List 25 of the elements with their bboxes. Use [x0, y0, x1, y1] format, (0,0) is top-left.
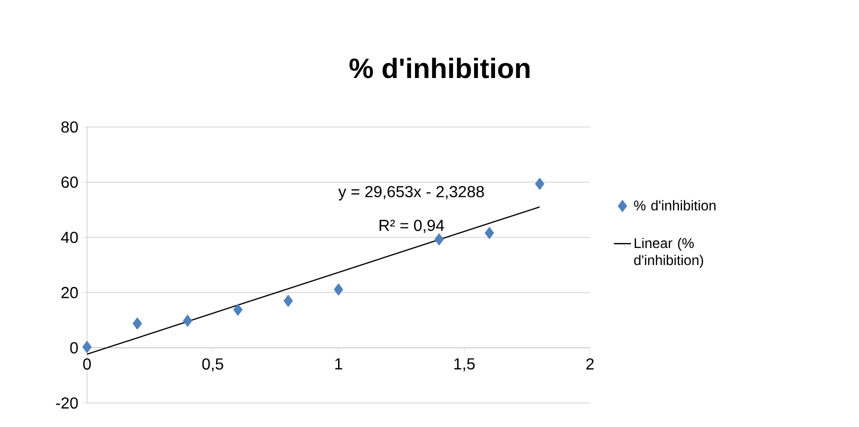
point: [182, 314, 192, 327]
point: [233, 303, 243, 316]
y-tick-label: -20: [56, 397, 78, 409]
point: [484, 226, 494, 240]
y-tick-label: 80: [61, 121, 78, 133]
legend-label: % d'inhibition: [634, 200, 716, 210]
y-tick-label: 60: [61, 176, 78, 188]
point: [284, 294, 293, 308]
annotation: y = 29,653x - 2,3288: [338, 186, 484, 200]
x-tick-label: 1: [335, 358, 342, 370]
x-tick-label: 1,5: [454, 358, 475, 372]
y-tick-label: 40: [61, 232, 78, 244]
point: [535, 178, 544, 190]
chart-title: % d'inhibition: [350, 58, 530, 78]
legend-label: Linear (% d'inhibition): [634, 238, 704, 268]
x-tick-label: 0: [83, 358, 91, 370]
annotation: R² = 0,94: [380, 220, 444, 233]
point: [434, 233, 444, 246]
point: [132, 317, 142, 330]
y-tick-label: 20: [61, 286, 78, 298]
point: [334, 283, 344, 296]
x-tick-label: 2: [586, 358, 594, 370]
y-tick-label: 0: [70, 342, 78, 354]
point: [82, 340, 92, 354]
x-tick-label: 0,5: [202, 358, 224, 372]
